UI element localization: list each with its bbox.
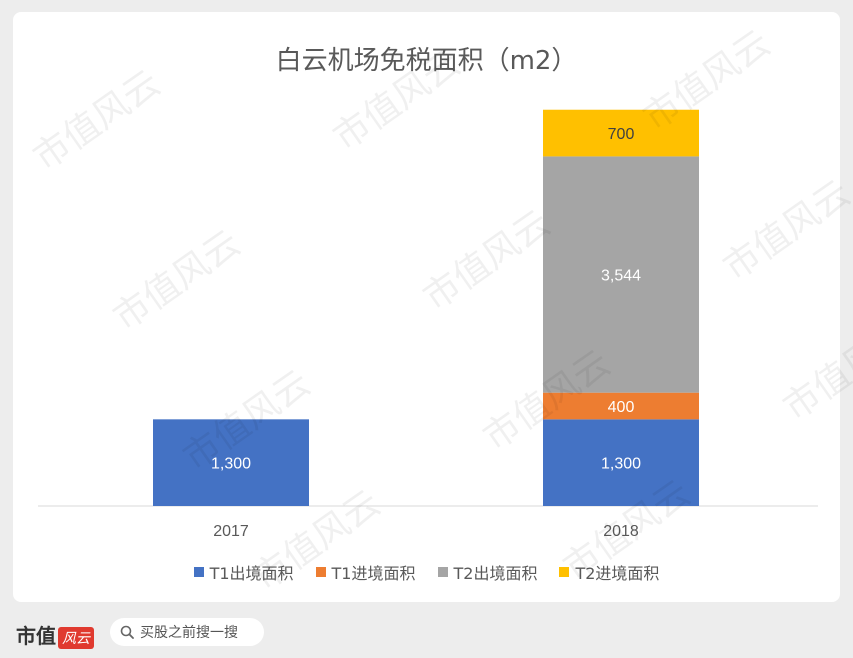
x-tick-label: 2017 xyxy=(213,523,249,540)
brand-stamp: 风云 xyxy=(58,627,94,649)
legend-item: T2出境面积 xyxy=(437,560,538,584)
chart-legend: T1出境面积 T1进境面积 T2出境面积 T2进境面积 xyxy=(13,560,840,584)
footer-bar: 市值 风云 买股之前搜一搜 xyxy=(0,602,853,658)
chart-card: 白云机场免税面积（m2） 1,300 2017 1,300 400 3,544 700 20… xyxy=(13,12,853,602)
bar-segment xyxy=(543,419,699,506)
search-icon xyxy=(120,625,134,639)
data-label: 1,300 xyxy=(601,456,641,473)
chart-plot: 1,300 2017 1,300 400 3,544 700 2018 xyxy=(38,109,818,540)
bar-segment xyxy=(153,419,309,506)
data-label: 700 xyxy=(608,126,635,143)
chart-title: 白云机场免税面积（m2） xyxy=(275,46,578,76)
bar-segment xyxy=(543,392,699,420)
legend-swatch xyxy=(437,567,448,577)
search-box[interactable]: 买股之前搜一搜 xyxy=(110,618,264,646)
legend-swatch xyxy=(315,567,326,577)
brand-text: 市值 xyxy=(16,624,56,648)
legend-label: T2出境面积 xyxy=(453,564,538,583)
legend-label: T1进境面积 xyxy=(331,564,416,583)
brand-logo: 市值 风云 xyxy=(16,620,94,649)
legend-item: T1进境面积 xyxy=(315,560,416,584)
legend-swatch xyxy=(193,567,204,577)
legend-swatch xyxy=(559,567,570,577)
data-label: 1,300 xyxy=(211,456,251,473)
data-label: 400 xyxy=(608,399,635,416)
data-label: 3,544 xyxy=(601,268,641,285)
bar-segment xyxy=(543,109,699,157)
search-placeholder: 买股之前搜一搜 xyxy=(140,625,238,641)
x-tick-label: 2018 xyxy=(603,523,639,540)
legend-label: T2进境面积 xyxy=(575,564,660,583)
legend-label: T1出境面积 xyxy=(209,564,294,583)
legend-item: T1出境面积 xyxy=(193,560,294,584)
legend-item: T2进境面积 xyxy=(559,560,659,584)
bar-segment xyxy=(543,156,699,393)
